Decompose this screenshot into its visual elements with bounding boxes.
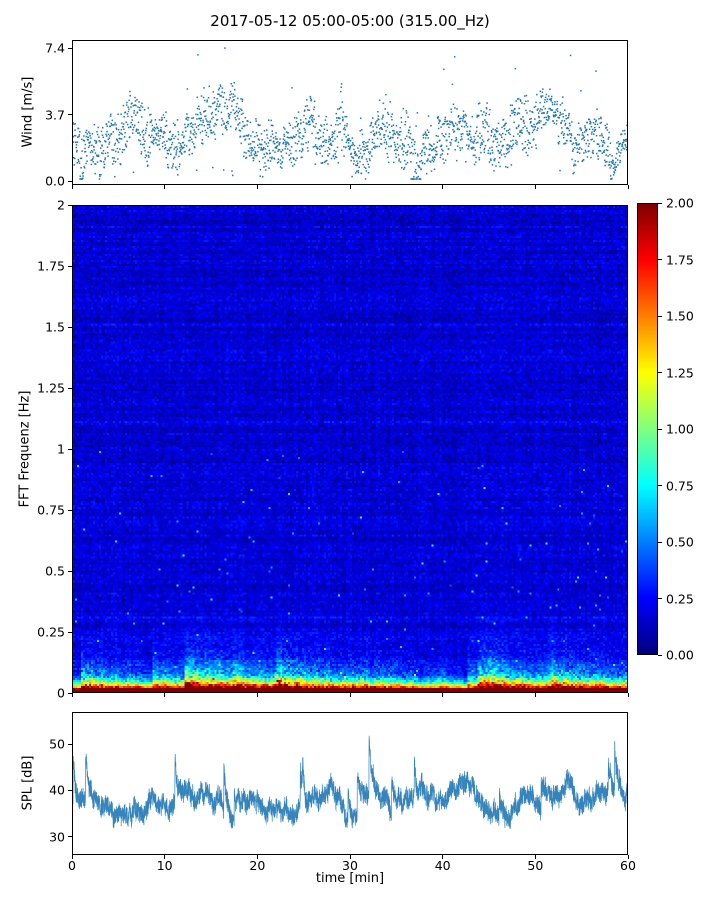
y-tick-label: 50 bbox=[49, 736, 65, 752]
tick-mark bbox=[627, 855, 629, 859]
tick-mark bbox=[71, 855, 73, 859]
y-tick-label: 3.7 bbox=[45, 107, 65, 123]
tick-mark bbox=[658, 485, 662, 486]
tick-mark bbox=[68, 743, 72, 745]
x-tick-label: 50 bbox=[527, 858, 544, 873]
tick-mark bbox=[68, 836, 72, 838]
tick-mark bbox=[658, 202, 662, 204]
tick-mark bbox=[68, 448, 72, 450]
spl-line-canvas bbox=[73, 713, 627, 854]
y-tick-label: 30 bbox=[49, 829, 65, 845]
spectrogram-plot bbox=[72, 205, 628, 693]
colorbar-tick-label: 0.50 bbox=[666, 534, 694, 550]
colorbar-tick-label: 0.25 bbox=[666, 591, 694, 606]
x-tick-label: 40 bbox=[434, 858, 451, 873]
tick-mark bbox=[256, 185, 258, 189]
tick-mark bbox=[658, 541, 662, 543]
y-tick-label: 1.75 bbox=[37, 258, 65, 274]
wind-scatter-canvas bbox=[73, 41, 627, 184]
tick-mark bbox=[68, 204, 72, 206]
tick-mark bbox=[627, 693, 629, 697]
tick-mark bbox=[68, 265, 72, 267]
tick-mark bbox=[349, 693, 351, 697]
colorbar-tick-label: 1.00 bbox=[666, 421, 694, 437]
tick-mark bbox=[442, 855, 444, 859]
y-tick-label: 0.0 bbox=[45, 173, 65, 189]
colorbar-tick-label: 0.00 bbox=[666, 647, 694, 663]
tick-mark bbox=[627, 185, 629, 189]
tick-mark bbox=[71, 693, 73, 697]
tick-mark bbox=[68, 114, 72, 116]
tick-mark bbox=[658, 598, 662, 599]
colorbar-canvas bbox=[638, 204, 657, 654]
x-tick-label: 30 bbox=[342, 858, 358, 873]
y-tick-label: 1.25 bbox=[37, 380, 65, 396]
tick-mark bbox=[71, 185, 73, 189]
tick-mark bbox=[658, 315, 662, 317]
tick-mark bbox=[68, 789, 72, 791]
colorbar bbox=[637, 203, 658, 655]
tick-mark bbox=[658, 259, 662, 260]
y-tick-label: 0 bbox=[57, 685, 65, 701]
tick-mark bbox=[68, 570, 72, 572]
tick-mark bbox=[658, 372, 662, 373]
colorbar-tick-label: 1.75 bbox=[666, 252, 694, 267]
colorbar-tick-label: 1.25 bbox=[666, 365, 694, 380]
tick-mark bbox=[164, 185, 166, 189]
tick-mark bbox=[658, 428, 662, 430]
colorbar-tick-label: 2.00 bbox=[666, 195, 694, 211]
tick-mark bbox=[534, 693, 536, 697]
tick-mark bbox=[68, 692, 72, 694]
tick-mark bbox=[256, 693, 258, 697]
tick-mark bbox=[349, 855, 351, 859]
tick-mark bbox=[164, 693, 166, 697]
y-tick-label: 0.75 bbox=[37, 502, 65, 518]
colorbar-tick-label: 0.75 bbox=[666, 478, 694, 493]
tick-mark bbox=[68, 326, 72, 328]
tick-mark bbox=[534, 185, 536, 189]
tick-mark bbox=[68, 47, 72, 49]
y-tick-label: 0.25 bbox=[37, 624, 65, 640]
tick-mark bbox=[534, 855, 536, 859]
y-tick-label: 40 bbox=[49, 782, 65, 798]
y-tick-label: 1.5 bbox=[45, 319, 65, 335]
y-tick-label: 0.5 bbox=[45, 563, 65, 579]
tick-mark bbox=[658, 654, 662, 656]
tick-mark bbox=[442, 185, 444, 189]
x-tick-label: 60 bbox=[620, 858, 636, 873]
x-tick-label: 20 bbox=[249, 858, 266, 873]
colorbar-tick-label: 1.50 bbox=[666, 308, 694, 324]
tick-mark bbox=[68, 509, 72, 511]
y-tick-label: 7.4 bbox=[45, 40, 65, 56]
tick-mark bbox=[68, 180, 72, 182]
x-axis-label: time [min] bbox=[315, 871, 385, 886]
wind-scatter-plot bbox=[72, 40, 628, 185]
x-tick-label: 10 bbox=[156, 858, 173, 873]
spl-line-plot bbox=[72, 712, 628, 855]
y-tick-label: 1 bbox=[57, 441, 65, 457]
tick-mark bbox=[164, 855, 166, 859]
spectrogram-canvas bbox=[73, 206, 627, 692]
tick-mark bbox=[442, 693, 444, 697]
tick-mark bbox=[68, 387, 72, 389]
figure-title: 2017-05-12 05:00-05:00 (315.00_Hz) bbox=[210, 12, 490, 30]
tick-mark bbox=[68, 631, 72, 633]
x-tick-label: 0 bbox=[68, 858, 76, 873]
tick-mark bbox=[349, 185, 351, 189]
y-tick-label: 2 bbox=[57, 197, 65, 213]
tick-mark bbox=[256, 855, 258, 859]
